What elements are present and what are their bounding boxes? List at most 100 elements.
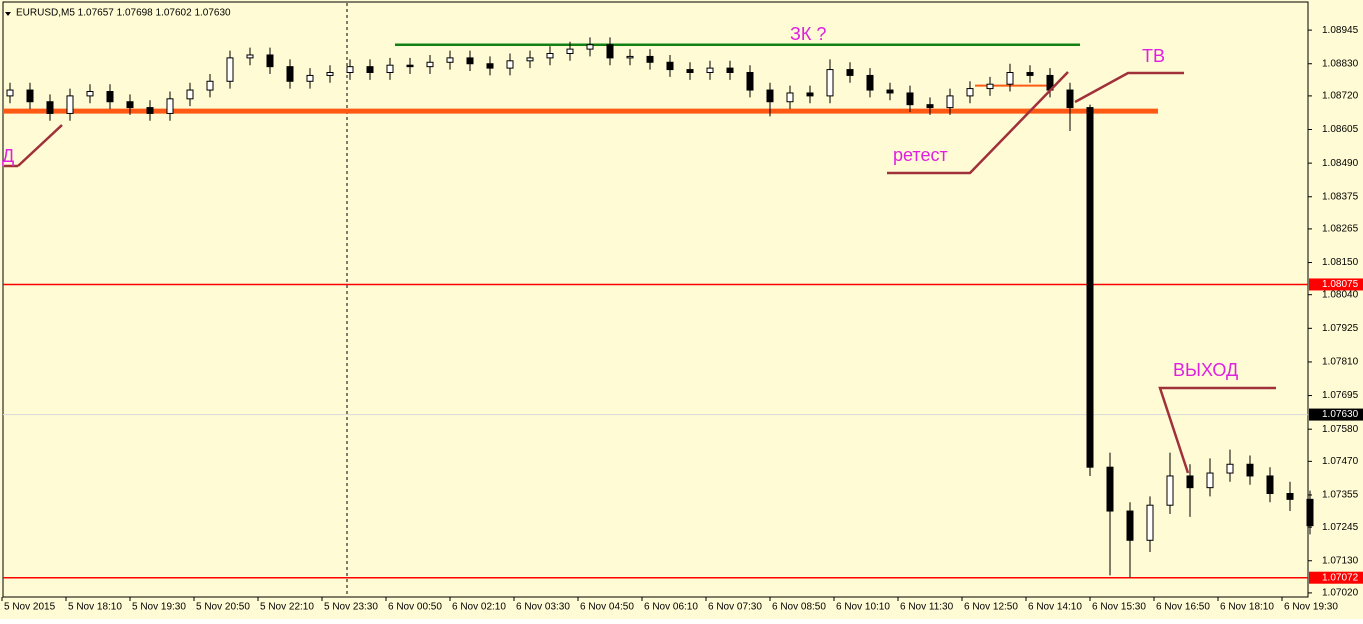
x-tick-label: 6 Nov 14:10 bbox=[1028, 602, 1082, 613]
candle-body bbox=[126, 101, 134, 109]
candle-body bbox=[826, 69, 834, 97]
x-tick-label: 6 Nov 10:10 bbox=[836, 602, 890, 613]
annotation: ЗК ? bbox=[790, 24, 826, 44]
y-tick-label: 1.08945 bbox=[1322, 25, 1359, 36]
candle-body bbox=[606, 44, 614, 59]
price-box bbox=[1309, 278, 1363, 291]
candle-body bbox=[1106, 466, 1114, 512]
y-tick-label: 1.07245 bbox=[1322, 522, 1359, 533]
candle-body bbox=[206, 80, 214, 91]
y-tick-label: 1.07695 bbox=[1322, 390, 1359, 401]
candle-body bbox=[386, 64, 394, 74]
candle-body bbox=[1026, 72, 1034, 76]
x-tick-label: 6 Nov 00:50 bbox=[388, 602, 442, 613]
candle-body bbox=[1286, 493, 1294, 500]
x-tick-label: 6 Nov 02:10 bbox=[452, 602, 506, 613]
candle-body bbox=[1126, 510, 1134, 541]
candle-body bbox=[946, 95, 954, 109]
candle-body bbox=[466, 57, 474, 65]
x-tick-label: 5 Nov 22:10 bbox=[260, 602, 314, 613]
candle-body bbox=[786, 92, 794, 103]
x-tick-label: 6 Nov 11:30 bbox=[900, 602, 954, 613]
x-tick-label: 6 Nov 04:50 bbox=[580, 602, 634, 613]
y-tick-label: 1.07925 bbox=[1322, 323, 1359, 334]
x-tick-label: 6 Nov 15:30 bbox=[1092, 602, 1146, 613]
x-tick-label: 5 Nov 19:30 bbox=[132, 602, 186, 613]
menu-arrow bbox=[5, 12, 11, 16]
candle-body bbox=[86, 91, 94, 97]
candle-body bbox=[286, 66, 294, 82]
price-label: 1.07630 bbox=[1322, 409, 1359, 420]
price-box bbox=[1309, 571, 1363, 584]
marks bbox=[3, 37, 1314, 579]
candle-body bbox=[46, 101, 54, 114]
candle-body bbox=[906, 92, 914, 106]
annotation-line bbox=[887, 71, 1069, 175]
candle-body bbox=[766, 89, 774, 103]
candle-body bbox=[406, 64, 414, 68]
y-tick-label: 1.08265 bbox=[1322, 224, 1359, 235]
annotation: ТВ bbox=[1142, 46, 1165, 66]
candle-body bbox=[726, 67, 734, 74]
candle-body bbox=[366, 66, 374, 74]
y-tick-label: 1.07355 bbox=[1322, 490, 1359, 501]
y-tick-label: 1.08040 bbox=[1322, 289, 1359, 300]
candle-body bbox=[1266, 475, 1274, 495]
y-tick-label: 1.07020 bbox=[1322, 588, 1359, 599]
y-tick-label: 1.07130 bbox=[1322, 555, 1359, 566]
annotation-line bbox=[1074, 71, 1184, 104]
candle-body bbox=[486, 63, 494, 69]
candle-body bbox=[586, 44, 594, 50]
annotation: Д bbox=[2, 146, 14, 166]
candle-body bbox=[446, 57, 454, 63]
candle-body bbox=[146, 107, 154, 114]
x-tick-label: 5 Nov 2015 bbox=[4, 602, 56, 613]
x-tick-label: 6 Nov 12:50 bbox=[964, 602, 1018, 613]
x-tick-label: 6 Nov 07:30 bbox=[708, 602, 762, 613]
candle-body bbox=[426, 61, 434, 68]
y-tick-label: 1.08490 bbox=[1322, 158, 1359, 169]
x-tick-label: 6 Nov 03:30 bbox=[516, 602, 570, 613]
candle-body bbox=[1146, 504, 1154, 541]
y-tick-label: 1.08150 bbox=[1322, 257, 1359, 268]
x-tick-label: 6 Nov 06:10 bbox=[644, 602, 698, 613]
candle-body bbox=[666, 61, 674, 71]
candle-body bbox=[986, 83, 994, 90]
candle-body bbox=[506, 60, 514, 69]
price-label: 1.08075 bbox=[1322, 279, 1359, 290]
y-tick-label: 1.07810 bbox=[1322, 357, 1359, 368]
candle-body bbox=[966, 88, 974, 97]
x-tick-label: 5 Nov 23:30 bbox=[324, 602, 378, 613]
chart-title: EURUSD,M5 1.07657 1.07698 1.07602 1.0763… bbox=[16, 8, 231, 19]
candle-body bbox=[626, 55, 634, 59]
candle-body bbox=[1206, 472, 1214, 489]
candle-body bbox=[226, 57, 234, 82]
candle-body bbox=[1086, 107, 1094, 468]
candle-body bbox=[546, 53, 554, 59]
candle-body bbox=[1226, 463, 1234, 474]
candle-body bbox=[346, 66, 354, 74]
candle-body bbox=[566, 48, 574, 55]
candle-body bbox=[66, 95, 74, 114]
annotation-line bbox=[17, 124, 63, 167]
candle-body bbox=[266, 54, 274, 68]
candle-body bbox=[1186, 475, 1194, 489]
y-tick-label: 1.08605 bbox=[1322, 124, 1359, 135]
y-tick-label: 1.08375 bbox=[1322, 191, 1359, 202]
y-tick-label: 1.07470 bbox=[1322, 456, 1359, 467]
plot-frame bbox=[2, 1, 1309, 598]
candle-body bbox=[326, 72, 334, 76]
candle-body bbox=[186, 89, 194, 100]
candle-body bbox=[1006, 72, 1014, 85]
annotation: ретест bbox=[893, 145, 948, 165]
candle-body bbox=[926, 104, 934, 109]
candle-body bbox=[706, 67, 714, 74]
candle-body bbox=[1246, 463, 1254, 477]
price-label: 1.07072 bbox=[1322, 572, 1359, 583]
candle-body bbox=[886, 89, 894, 94]
y-tick-label: 1.08830 bbox=[1322, 58, 1359, 69]
x-tick-label: 5 Nov 20:50 bbox=[196, 602, 250, 613]
x-tick-label: 5 Nov 18:10 bbox=[68, 602, 122, 613]
